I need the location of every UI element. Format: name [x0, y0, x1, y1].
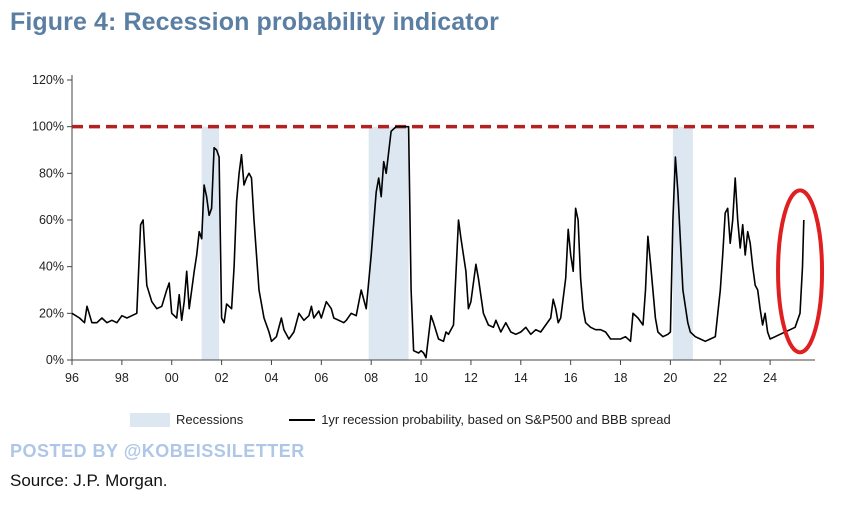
y-tick-label: 100%: [32, 120, 64, 134]
x-tick-label: 14: [514, 371, 528, 385]
recession-band-2: [368, 126, 409, 361]
x-tick-label: 96: [65, 371, 79, 385]
y-tick-label: 0%: [46, 353, 64, 367]
probability-series-line: [71, 125, 805, 359]
recession-band-1: [201, 126, 220, 361]
legend-line-label: 1yr recession probability, based on S&P5…: [321, 412, 671, 427]
chart-title: Figure 4: Recession probability indicato…: [10, 8, 499, 36]
line-swatch: [289, 418, 316, 421]
x-tick-label: 16: [564, 371, 578, 385]
recessions-swatch: [130, 412, 170, 427]
y-tick-label: 20%: [39, 306, 64, 320]
x-tick-label: 08: [364, 371, 378, 385]
y-tick-label: 80%: [39, 166, 64, 180]
x-tick-label: 12: [464, 371, 478, 385]
y-tick-label: 120%: [32, 73, 64, 87]
x-tick-label: 06: [314, 371, 328, 385]
watermark: POSTED BY @KOBEISSILETTER: [10, 441, 305, 461]
x-tick-label: 04: [265, 371, 279, 385]
x-tick-label: 98: [115, 371, 129, 385]
chart-legend: Recessions 1yr recession probability, ba…: [130, 412, 671, 427]
recession-probability-chart: 0% 20% 40% 60% 80% 100% 120% 96 98 00 02 04 06 08 10 12…: [32, 73, 825, 385]
y-tick-label: 40%: [39, 260, 64, 274]
x-tick-label: 00: [165, 371, 179, 385]
x-tick-label: 24: [763, 371, 777, 385]
legend-recessions-label: Recessions: [176, 412, 244, 427]
x-tick-label: 02: [215, 371, 229, 385]
x-tick-label: 18: [614, 371, 628, 385]
x-tick-label: 10: [414, 371, 428, 385]
highlight-ellipse: [776, 188, 825, 355]
x-tick-label: 20: [663, 371, 677, 385]
source-note: Source: J.P. Morgan.: [10, 471, 168, 490]
y-tick-label: 60%: [39, 213, 64, 227]
x-tick-label: 22: [713, 371, 727, 385]
